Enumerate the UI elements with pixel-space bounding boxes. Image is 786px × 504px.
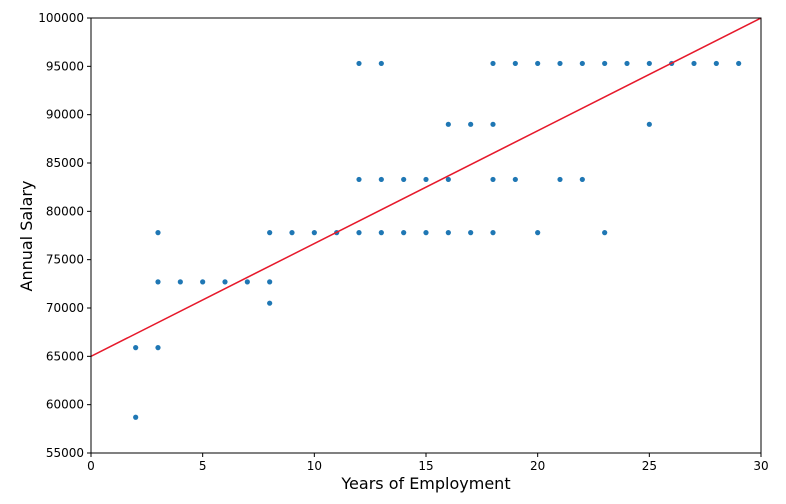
data-point [468,230,474,236]
data-point [267,300,273,306]
data-point [646,121,652,127]
y-tick-label: 70000 [46,301,84,315]
data-point [490,230,496,236]
data-point [244,279,250,285]
data-point [401,230,407,236]
data-point [289,230,295,236]
data-point [624,60,630,67]
y-axis-label: Annual Salary [17,181,36,292]
y-tick-label: 85000 [46,156,84,170]
data-point [155,279,161,285]
x-tick-label: 20 [530,459,545,473]
y-tick-label: 60000 [46,398,84,412]
x-tick-label: 5 [199,459,207,473]
data-point [423,176,429,183]
data-point [155,230,161,236]
data-point [445,230,451,236]
data-point [691,60,697,67]
data-point [512,60,518,67]
x-tick-label: 15 [418,459,433,473]
data-point [445,176,451,183]
trend-line [91,18,761,358]
data-point [133,345,139,351]
x-tick-label: 10 [307,459,322,473]
data-point [378,60,384,67]
data-point [401,176,407,183]
data-point [557,176,563,183]
data-point [646,60,652,67]
y-tick-label: 75000 [46,253,84,267]
data-point [267,230,273,236]
data-point [736,60,742,67]
x-tick-label: 25 [642,459,657,473]
data-point [378,176,384,183]
plot-area [91,18,761,420]
data-point [713,60,719,67]
data-point [602,60,608,67]
y-tick-label: 65000 [46,349,84,363]
data-point [133,414,139,420]
data-point [535,230,541,236]
data-point [468,121,474,127]
data-point [222,279,228,285]
data-point [200,279,206,285]
plot-frame [90,17,762,454]
x-tick-label: 0 [87,459,95,473]
y-tick-label: 90000 [46,108,84,122]
data-point [490,176,496,183]
data-point [557,60,563,67]
data-point [356,176,362,183]
data-point [356,230,362,236]
y-tick-label: 95000 [46,59,84,73]
data-point [267,279,273,285]
data-point [579,60,585,67]
data-point [155,345,161,351]
data-point [579,176,585,183]
data-point [490,121,496,127]
y-tick-label: 80000 [46,204,84,218]
data-point [490,60,496,67]
data-point [423,230,429,236]
data-point [602,230,608,236]
data-point [535,60,541,67]
x-tick-label: 30 [753,459,768,473]
data-point [445,121,451,127]
x-axis-label: Years of Employment [340,474,510,493]
data-point [378,230,384,236]
data-point [512,176,518,183]
data-points [133,60,742,420]
y-tick-label: 55000 [46,446,84,460]
axes: 0 5 10 15 20 25 30 55000 60000 65000 70000 75000 800… [38,11,768,473]
data-point [356,60,362,67]
data-point [311,230,317,236]
y-tick-label: 100000 [38,11,84,25]
data-point [177,279,183,285]
